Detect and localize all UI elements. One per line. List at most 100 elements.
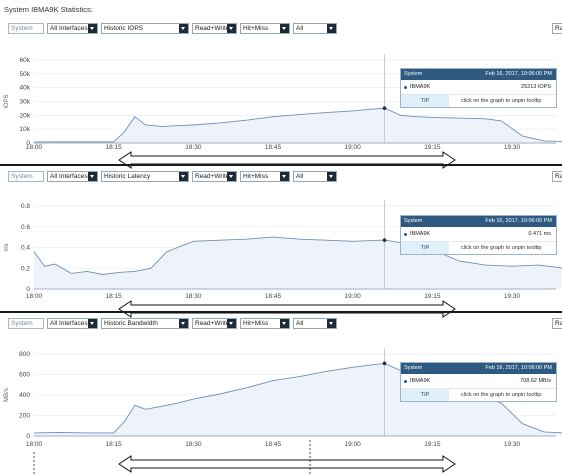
x-tick-label: 18:15	[106, 144, 123, 151]
series-line	[33, 107, 562, 143]
x-tick-label: 18:45	[265, 144, 282, 151]
panel-divider	[0, 164, 562, 166]
y-tick-label: 0	[26, 140, 30, 147]
hit-miss-select[interactable]: Hit+Miss	[240, 171, 290, 182]
y-tick-label: 600	[19, 372, 30, 379]
pinned-tooltip[interactable]: System Feb 16, 2017, 10:06:00 PM IBMA9K 70…	[400, 362, 557, 402]
filter-select[interactable]: All	[293, 318, 337, 329]
scope-label: System	[11, 320, 33, 327]
hit-miss-label: Hit+Miss	[243, 320, 269, 327]
scope-field[interactable]: System	[8, 23, 44, 34]
iops-chart[interactable]: 0 10k 20k 30k 40k 50k 60k IOPS 18:00 18:15 18:30 18…	[0, 0, 562, 172]
read-write-label: Read+Write	[195, 173, 230, 180]
scope-label: System	[11, 173, 33, 180]
scope-label: System	[11, 25, 33, 32]
tooltip-row: IBMA9K 25213 IOPS	[401, 80, 556, 94]
x-tick-label: 19:00	[345, 293, 362, 300]
metric-select[interactable]: Historic Bandwidth	[101, 318, 189, 329]
tip-text: click on the graph to unpin tooltip	[461, 392, 542, 398]
read-write-select[interactable]: Read+Write	[192, 318, 237, 329]
y-tick-label: 800	[19, 351, 30, 358]
chevron-down-icon	[179, 172, 188, 181]
tooltip-value: 708.62 MB/s	[520, 378, 551, 384]
interfaces-label: All Interfaces	[50, 25, 88, 32]
read-write-select[interactable]: Read+Write	[192, 171, 237, 182]
read-write-select[interactable]: Read+Write	[192, 23, 237, 34]
x-tick-label: 19:00	[345, 144, 362, 151]
chevron-down-icon	[227, 319, 236, 328]
bandwidth-chart[interactable]: 0 200 400 600 800 MB/s 18:00 18:15 18:30 18:45 19:…	[0, 318, 562, 475]
chevron-down-icon	[88, 172, 97, 181]
chevron-down-icon	[280, 319, 289, 328]
scope-field[interactable]: System	[8, 318, 44, 329]
y-tick-label: 0	[26, 286, 30, 293]
series-area	[34, 108, 562, 143]
x-tick-label: 18:30	[185, 144, 202, 151]
range-slider-handle[interactable]	[118, 300, 456, 318]
range-slider-handle[interactable]	[118, 455, 456, 473]
x-tick-label: 19:30	[504, 293, 521, 300]
range-button-label: Ra	[555, 173, 562, 180]
series-dot-icon	[404, 380, 407, 383]
x-tick-label: 19:15	[424, 144, 441, 151]
interfaces-select[interactable]: All Interfaces	[47, 318, 98, 329]
chevron-down-icon	[88, 319, 97, 328]
scope-field[interactable]: System	[8, 171, 44, 182]
tooltip-series: System	[404, 365, 423, 371]
y-axis-label: MB/s	[4, 388, 10, 402]
read-write-label: Read+Write	[195, 25, 230, 32]
hit-miss-label: Hit+Miss	[243, 25, 269, 32]
filter-select[interactable]: All	[293, 23, 337, 34]
chevron-down-icon	[227, 24, 236, 33]
metric-select[interactable]: Historic IOPS	[101, 23, 189, 34]
filter-label: All	[296, 173, 304, 180]
filter-select[interactable]: All	[293, 171, 337, 182]
x-tick-label: 19:30	[504, 441, 521, 448]
controls-bar-latency: System All Interfaces Historic Latency R…	[8, 171, 562, 182]
hit-miss-select[interactable]: Hit+Miss	[240, 318, 290, 329]
metric-select[interactable]: Historic Latency	[101, 171, 189, 182]
y-tick-label: 400	[19, 392, 30, 399]
y-tick-label: 20k	[20, 112, 31, 119]
controls-bar-iops: System All Interfaces Historic IOPS Read…	[8, 23, 562, 34]
pinned-tooltip[interactable]: System Feb 16, 2017, 10:06:00 PM IBMA9K 25…	[400, 68, 557, 108]
x-tick-label: 18:45	[265, 293, 282, 300]
series-line	[33, 236, 562, 275]
chevron-down-icon	[327, 24, 336, 33]
x-tick-label: 18:15	[106, 441, 123, 448]
x-tick-label: 19:00	[345, 441, 362, 448]
tip-label: TIP	[401, 95, 449, 107]
y-tick-label: 0.8	[21, 203, 30, 210]
chevron-down-icon	[179, 319, 188, 328]
interfaces-select[interactable]: All Interfaces	[47, 23, 98, 34]
series-dot-icon	[404, 233, 407, 236]
tooltip-row: IBMA9K 708.62 MB/s	[401, 374, 556, 388]
range-button[interactable]: Ra	[552, 318, 562, 329]
tooltip-series: System	[404, 71, 423, 77]
read-write-label: Read+Write	[195, 320, 230, 327]
y-tick-label: 0.4	[21, 245, 30, 252]
tooltip-header: System Feb 16, 2017, 10:06:00 PM	[401, 216, 556, 227]
x-tick-label: 18:00	[26, 441, 43, 448]
interfaces-select[interactable]: All Interfaces	[47, 171, 98, 182]
hit-miss-select[interactable]: Hit+Miss	[240, 23, 290, 34]
y-tick-label: 10k	[20, 126, 31, 133]
tip-label: TIP	[401, 242, 449, 254]
tooltip-timestamp: Feb 16, 2017, 10:06:00 PM	[485, 71, 552, 77]
x-tick-label: 19:30	[504, 144, 521, 151]
tooltip-object: IBMA9K	[410, 231, 431, 237]
filter-label: All	[296, 25, 304, 32]
pinned-tooltip[interactable]: System Feb 16, 2017, 10:06:00 PM IBMA9K 0.…	[400, 215, 557, 255]
y-axis-label: ms	[4, 244, 10, 252]
range-button[interactable]: Ra	[552, 23, 562, 34]
range-button-label: Ra	[555, 25, 562, 32]
tip-label: TIP	[401, 389, 449, 401]
page-title: System IBMA9K Statistics:	[4, 5, 93, 14]
range-button[interactable]: Ra	[552, 171, 562, 182]
hit-miss-label: Hit+Miss	[243, 173, 269, 180]
controls-bar-bandwidth: System All Interfaces Historic Bandwidth…	[8, 318, 562, 329]
interfaces-label: All Interfaces	[50, 173, 88, 180]
tooltip-object: IBMA9K	[410, 378, 431, 384]
latency-chart[interactable]: 0 0.2 0.4 0.6 0.8 ms 18:00 18:15 18:30 18:45 19:00…	[0, 172, 562, 318]
x-tick-label: 18:00	[26, 144, 43, 151]
